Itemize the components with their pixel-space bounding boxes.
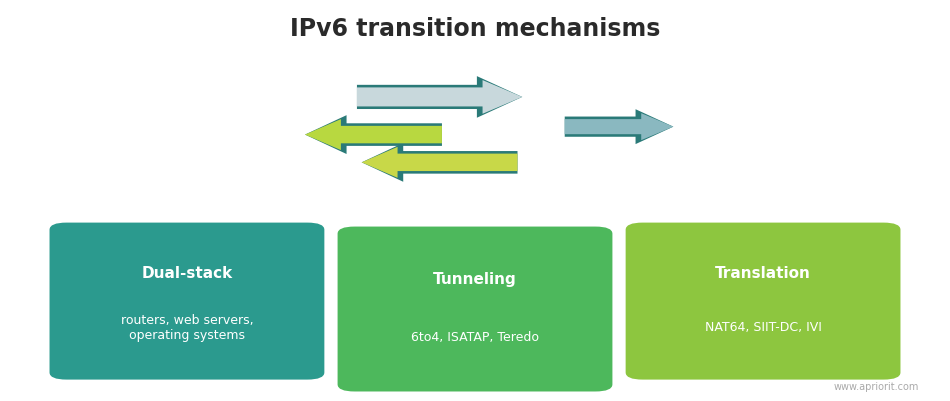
FancyArrow shape <box>564 114 674 141</box>
FancyArrow shape <box>362 144 518 182</box>
FancyArrow shape <box>305 120 442 151</box>
FancyArrow shape <box>305 116 442 155</box>
FancyArrow shape <box>564 110 674 145</box>
Text: Tunneling: Tunneling <box>433 272 517 287</box>
Text: IPv6 transition mechanisms: IPv6 transition mechanisms <box>290 16 660 41</box>
FancyArrow shape <box>357 81 522 115</box>
Text: routers, web servers,
operating systems: routers, web servers, operating systems <box>121 313 254 341</box>
Text: www.apriorit.com: www.apriorit.com <box>833 381 919 391</box>
FancyArrow shape <box>362 148 518 178</box>
FancyArrow shape <box>357 77 522 118</box>
FancyBboxPatch shape <box>626 223 901 380</box>
Text: NAT64, SIIT-DC, IVI: NAT64, SIIT-DC, IVI <box>705 320 822 334</box>
FancyBboxPatch shape <box>337 227 613 391</box>
Text: Dual-stack: Dual-stack <box>142 265 233 280</box>
Text: Translation: Translation <box>715 265 811 280</box>
FancyBboxPatch shape <box>49 223 324 380</box>
Text: 6to4, ISATAP, Teredo: 6to4, ISATAP, Teredo <box>411 330 539 343</box>
